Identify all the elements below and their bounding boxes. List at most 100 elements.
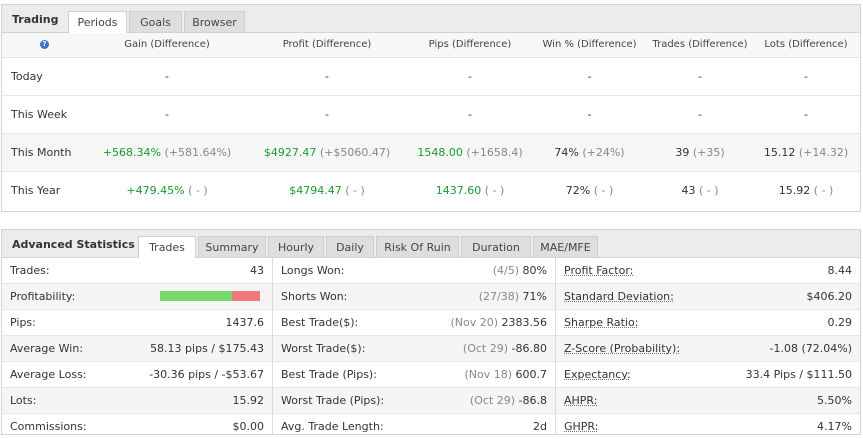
gain-cell: - xyxy=(97,96,237,133)
stat-value: 8.44 xyxy=(827,264,853,277)
lots-cell: 15.12 (+14.32) xyxy=(738,134,863,171)
col-trades: Trades (Difference) xyxy=(652,39,748,50)
lots-value: 15.92 xyxy=(778,184,811,197)
stat-row-average-win: Average Win: 58.13 pips / $175.43 xyxy=(2,336,272,362)
stat-note: (27/38) xyxy=(478,290,520,303)
tab-trades[interactable]: Trades xyxy=(138,236,196,258)
stat-label[interactable]: Z-Score (Probability): xyxy=(564,342,681,355)
win-cell: - xyxy=(522,96,657,133)
table-row-this-year: This Year +479.45% ( - ) $4794.47 ( - ) … xyxy=(2,172,860,209)
pips-value: - xyxy=(468,108,472,121)
stat-label[interactable]: Sharpe Ratio: xyxy=(564,316,639,329)
trades-value: 39 xyxy=(675,146,690,159)
stat-label: Worst Trade($): xyxy=(281,342,366,355)
tab-periods[interactable]: Periods xyxy=(68,11,127,33)
pips-value: 1548.00 xyxy=(417,146,463,159)
stat-row-profit-factor: Profit Factor: 8.44 xyxy=(556,258,860,284)
trades-cell: 39 (+35) xyxy=(632,134,768,171)
stat-label[interactable]: Profit Factor: xyxy=(564,264,634,277)
stat-label: Shorts Won: xyxy=(281,290,348,303)
stat-label: Lots: xyxy=(10,394,37,407)
tab-duration[interactable]: Duration xyxy=(461,236,531,257)
periods-table: ? Gain (Difference) Profit (Difference) … xyxy=(2,33,860,209)
row-label: This Month xyxy=(11,146,72,159)
gain-diff: ( - ) xyxy=(188,184,208,197)
stat-row-standard-deviation: Standard Deviation: $406.20 xyxy=(556,284,860,310)
stat-value: 2383.56 xyxy=(501,316,548,329)
row-label: This Week xyxy=(11,108,68,121)
trades-cell: - xyxy=(632,96,768,133)
tab-browser[interactable]: Browser xyxy=(184,11,245,32)
stat-label: Pips: xyxy=(10,316,36,329)
stat-row-best-trade-pips: Best Trade (Pips): (Nov 18) 600.7 xyxy=(273,362,555,388)
gain-cell: +568.34% (+581.64%) xyxy=(97,134,237,171)
win-value: - xyxy=(587,70,592,83)
gain-value: - xyxy=(165,70,169,83)
stat-row-z-score: Z-Score (Probability): -1.08 (72.04%) xyxy=(556,336,860,362)
pips-value: - xyxy=(468,70,472,83)
stat-value-wrap: (4/5) 80% xyxy=(493,258,547,283)
gain-diff: (+581.64%) xyxy=(164,146,232,159)
profitability-loss-segment xyxy=(232,291,260,301)
stat-value: -30.36 pips / -$53.67 xyxy=(149,368,264,381)
lots-cell: 15.92 ( - ) xyxy=(738,172,863,209)
col-lots: Lots (Difference) xyxy=(764,39,848,50)
stat-value: 5.50% xyxy=(817,394,852,407)
stat-value: -86.80 xyxy=(511,342,547,355)
trades-cell: 43 ( - ) xyxy=(632,172,768,209)
stat-value: $406.20 xyxy=(806,290,853,303)
stat-row-commissions: Commissions: $0.00 xyxy=(2,414,272,439)
stat-label: Average Win: xyxy=(10,342,84,355)
table-header: ? Gain (Difference) Profit (Difference) … xyxy=(2,33,860,58)
stat-note: (Oct 29) xyxy=(462,342,509,355)
column-divider xyxy=(272,258,273,434)
gain-cell: +479.45% ( - ) xyxy=(97,172,237,209)
stat-value: 15.92 xyxy=(232,394,265,407)
stat-row-profitability: Profitability: xyxy=(2,284,272,310)
stat-label[interactable]: Standard Deviation: xyxy=(564,290,674,303)
stat-row-shorts-won: Shorts Won: (27/38) 71% xyxy=(273,284,555,310)
stat-value: $0.00 xyxy=(232,420,265,433)
win-diff: (+24%) xyxy=(582,146,625,159)
lots-diff: (+14.32) xyxy=(798,146,849,159)
stat-row-ahpr: AHPR: 5.50% xyxy=(556,388,860,414)
tab-daily[interactable]: Daily xyxy=(326,236,374,257)
stat-value: 43 xyxy=(250,264,264,277)
stat-value-wrap: (Nov 18) 600.7 xyxy=(464,362,547,387)
lots-diff: ( - ) xyxy=(813,184,834,197)
tab-mae-mfe[interactable]: MAE/MFE xyxy=(533,236,598,257)
stat-value: 58.13 pips / $175.43 xyxy=(150,342,264,355)
trading-tabbar: Trading Periods Goals Browser xyxy=(2,5,860,33)
stat-label[interactable]: GHPR: xyxy=(564,420,599,433)
profit-cell: $4794.47 ( - ) xyxy=(257,172,397,209)
stat-note: (Nov 18) xyxy=(464,368,512,381)
stat-value-wrap: (Oct 29) -86.8 xyxy=(470,388,547,413)
stats-column-1: Trades: 43 Profitability: Pips: 1437.6 A… xyxy=(2,258,272,439)
stat-row-worst-trade-usd: Worst Trade($): (Oct 29) -86.80 xyxy=(273,336,555,362)
stat-value: 80% xyxy=(522,264,547,277)
help-icon[interactable]: ? xyxy=(40,40,49,49)
profit-value: $4794.47 xyxy=(289,184,342,197)
gain-value: +568.34% xyxy=(102,146,161,159)
stat-row-ghpr: GHPR: 4.17% xyxy=(556,414,860,439)
col-win: Win % (Difference) xyxy=(542,39,637,50)
table-row-this-month: This Month +568.34% (+581.64%) $4927.47 … xyxy=(2,134,860,172)
stat-row-longs-won: Longs Won: (4/5) 80% xyxy=(273,258,555,284)
stat-row-sharpe-ratio: Sharpe Ratio: 0.29 xyxy=(556,310,860,336)
win-value: - xyxy=(587,108,592,121)
tab-summary[interactable]: Summary xyxy=(198,236,266,257)
stat-label[interactable]: Expectancy: xyxy=(564,368,631,381)
stat-label[interactable]: AHPR: xyxy=(564,394,598,407)
tab-goals[interactable]: Goals xyxy=(129,11,182,32)
stat-value: -1.08 (72.04%) xyxy=(769,342,852,355)
stat-label: Commissions: xyxy=(10,420,87,433)
tab-hourly[interactable]: Hourly xyxy=(268,236,324,257)
lots-value: 15.12 xyxy=(763,146,796,159)
profit-value: $4927.47 xyxy=(263,146,317,159)
stat-row-expectancy: Expectancy: 33.4 Pips / $111.50 xyxy=(556,362,860,388)
pips-cell: - xyxy=(400,58,540,95)
stat-row-lots: Lots: 15.92 xyxy=(2,388,272,414)
trades-diff: (+35) xyxy=(692,146,725,159)
tab-risk-of-ruin[interactable]: Risk Of Ruin xyxy=(376,236,459,257)
profit-cell: - xyxy=(257,96,397,133)
